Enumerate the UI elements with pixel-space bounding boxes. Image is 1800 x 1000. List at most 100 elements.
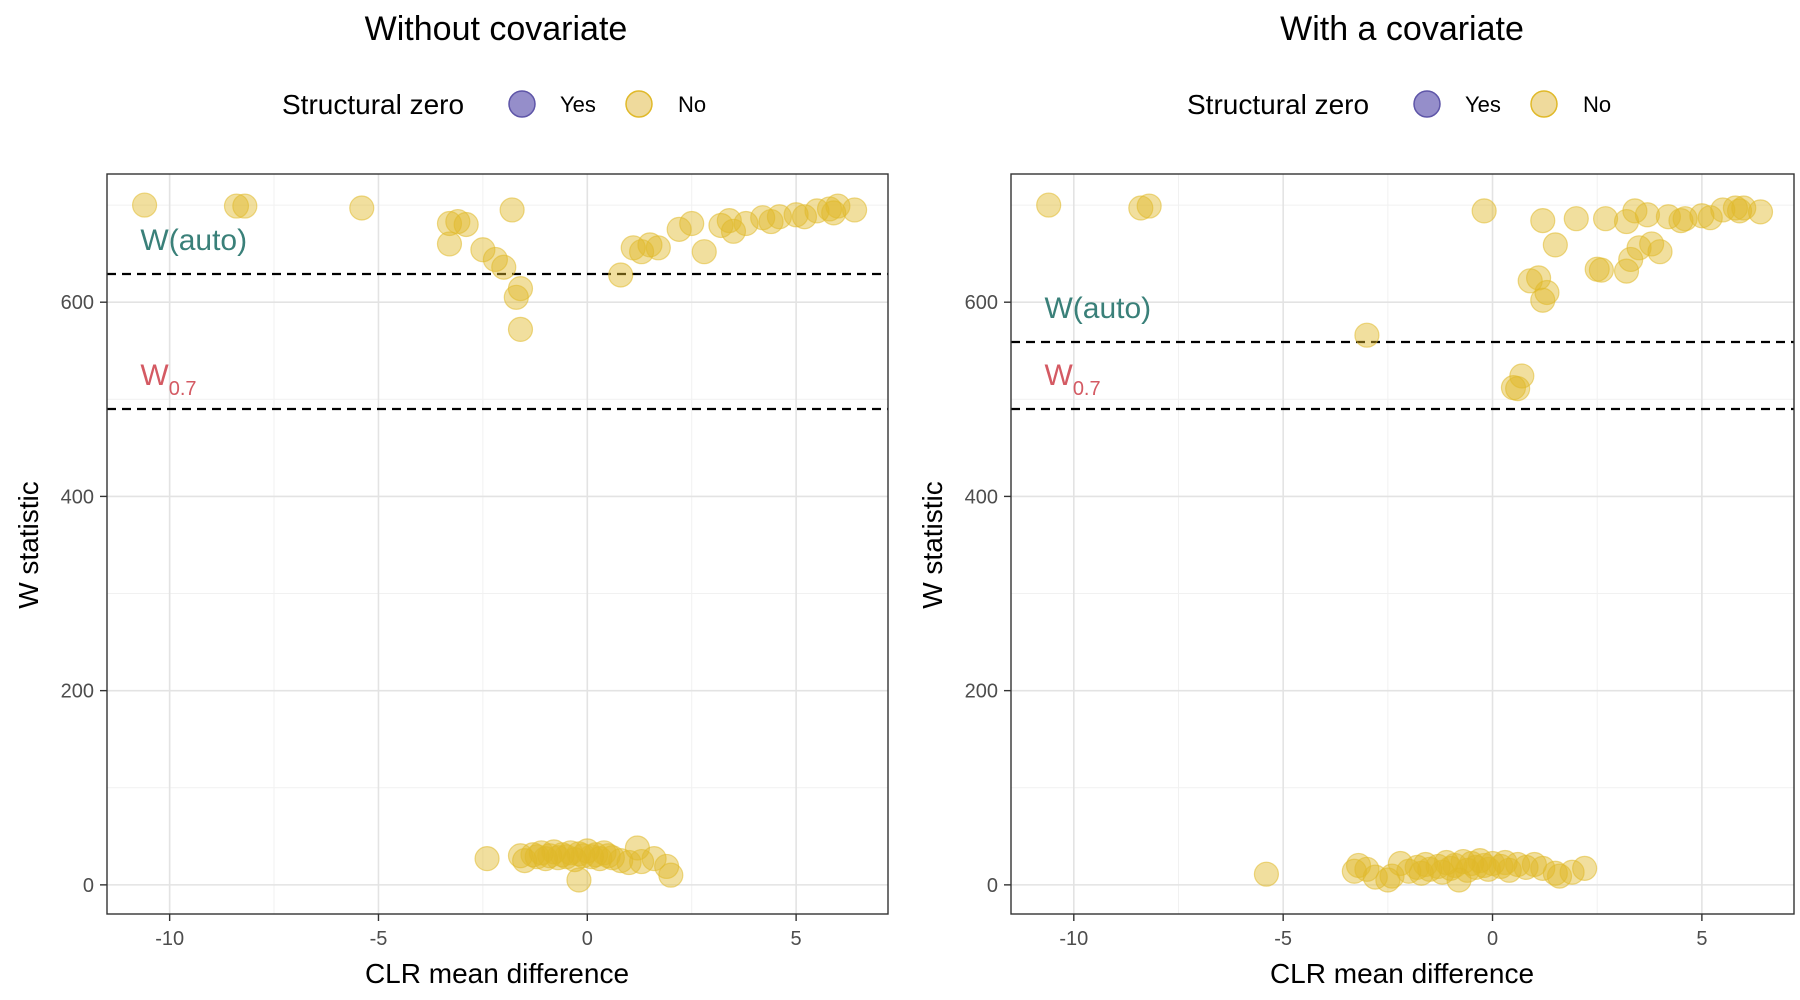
grid-lines bbox=[1011, 174, 1794, 914]
data-point bbox=[566, 867, 592, 893]
legend-key-yes bbox=[508, 90, 536, 118]
plot-panel bbox=[1010, 173, 1795, 915]
data-point bbox=[821, 200, 847, 226]
panel-without-covariate: Without covariate Structural zero Yes No… bbox=[13, 10, 889, 989]
data-point bbox=[708, 212, 734, 239]
data-point bbox=[1731, 195, 1757, 221]
scatter-points bbox=[1036, 192, 1774, 893]
x-axis-label: CLR mean difference bbox=[365, 958, 629, 989]
data-point bbox=[1672, 206, 1698, 232]
panel-with-covariate: With a covariate Structural zero Yes No … bbox=[917, 10, 1795, 989]
data-point bbox=[1379, 863, 1405, 889]
legend-label-yes: Yes bbox=[1465, 92, 1501, 117]
data-point bbox=[595, 843, 621, 869]
w-auto-annotation: W(auto) bbox=[1044, 292, 1151, 325]
y-tick-label: 200 bbox=[61, 681, 94, 703]
data-point bbox=[608, 262, 634, 288]
data-point bbox=[1563, 206, 1589, 232]
data-point bbox=[1253, 861, 1280, 887]
chart-title: Without covariate bbox=[365, 10, 628, 48]
data-point bbox=[1136, 193, 1162, 219]
w-auto-annotation: W(auto) bbox=[140, 224, 247, 257]
legend-key-no bbox=[1530, 90, 1558, 118]
legend-label-yes: Yes bbox=[560, 92, 596, 117]
data-point bbox=[1634, 202, 1661, 228]
data-point bbox=[470, 237, 496, 263]
y-tick-label: 400 bbox=[965, 486, 998, 508]
data-point bbox=[628, 848, 655, 875]
y-axis-label: W statistic bbox=[917, 481, 948, 609]
data-point bbox=[628, 239, 655, 265]
legend-label-no: No bbox=[1583, 92, 1611, 117]
w07-annotation: W0.7 bbox=[140, 359, 196, 400]
data-point bbox=[1530, 208, 1556, 234]
y-tick-label: 600 bbox=[61, 292, 94, 314]
data-point bbox=[1647, 239, 1673, 265]
data-point bbox=[645, 235, 671, 261]
data-point bbox=[783, 202, 809, 228]
data-point bbox=[1463, 854, 1489, 880]
data-point bbox=[758, 208, 784, 235]
data-point bbox=[1689, 203, 1715, 229]
x-tick-label: 0 bbox=[1487, 928, 1498, 950]
data-point bbox=[658, 862, 684, 888]
data-point bbox=[1412, 851, 1439, 878]
data-point bbox=[232, 193, 258, 219]
data-point bbox=[691, 239, 717, 265]
axis-ticks: -10 -5 0 5 0 200 400 600 bbox=[965, 292, 1708, 950]
y-tick-label: 200 bbox=[965, 681, 998, 703]
w07-annotation: W0.7 bbox=[1044, 359, 1100, 400]
data-point bbox=[679, 210, 705, 237]
data-point bbox=[1668, 208, 1694, 234]
x-tick-label: -5 bbox=[370, 928, 388, 950]
data-point bbox=[1592, 206, 1619, 232]
legend: Structural zero Yes No bbox=[1187, 89, 1611, 120]
legend: Structural zero Yes No bbox=[282, 89, 706, 120]
data-point bbox=[491, 254, 517, 280]
data-point bbox=[223, 193, 250, 219]
data-point bbox=[507, 275, 534, 302]
x-tick-label: 5 bbox=[791, 928, 802, 950]
data-point bbox=[499, 197, 525, 223]
data-point bbox=[453, 211, 479, 238]
x-tick-label: -5 bbox=[1274, 928, 1292, 950]
x-tick-label: 5 bbox=[1696, 928, 1707, 950]
threshold-lines: W(auto) W0.7 bbox=[107, 224, 888, 411]
data-point bbox=[1613, 208, 1640, 235]
data-point bbox=[591, 840, 617, 866]
legend-label-no: No bbox=[678, 92, 706, 117]
data-point bbox=[1588, 257, 1614, 283]
data-point bbox=[131, 192, 158, 218]
data-point bbox=[1530, 855, 1556, 881]
legend-key-yes bbox=[1413, 90, 1441, 118]
chart-title: With a covariate bbox=[1280, 10, 1524, 48]
data-point bbox=[1530, 287, 1556, 313]
grid-lines bbox=[107, 174, 888, 914]
data-point bbox=[1722, 195, 1748, 221]
data-point bbox=[1354, 322, 1380, 348]
data-point bbox=[1572, 855, 1598, 881]
data-point bbox=[1747, 199, 1774, 225]
scatter-points bbox=[131, 192, 868, 893]
legend-title: Structural zero bbox=[282, 89, 464, 120]
data-point bbox=[349, 195, 375, 221]
data-point bbox=[1525, 265, 1552, 291]
threshold-lines: W(auto) W0.7 bbox=[1011, 292, 1794, 411]
data-point bbox=[1542, 232, 1568, 258]
data-point bbox=[436, 231, 463, 257]
legend-key-no bbox=[625, 90, 653, 118]
data-point bbox=[1036, 192, 1062, 218]
data-point bbox=[1492, 849, 1518, 876]
data-point bbox=[841, 197, 868, 223]
data-point bbox=[716, 208, 742, 234]
legend-title: Structural zero bbox=[1187, 89, 1369, 120]
y-tick-label: 0 bbox=[987, 875, 998, 897]
x-tick-label: 0 bbox=[582, 928, 593, 950]
y-tick-label: 400 bbox=[61, 486, 94, 508]
data-point bbox=[1509, 363, 1535, 389]
data-point bbox=[791, 204, 818, 230]
data-point bbox=[474, 846, 500, 872]
y-axis-label: W statistic bbox=[13, 481, 44, 609]
y-tick-label: 600 bbox=[965, 292, 998, 314]
